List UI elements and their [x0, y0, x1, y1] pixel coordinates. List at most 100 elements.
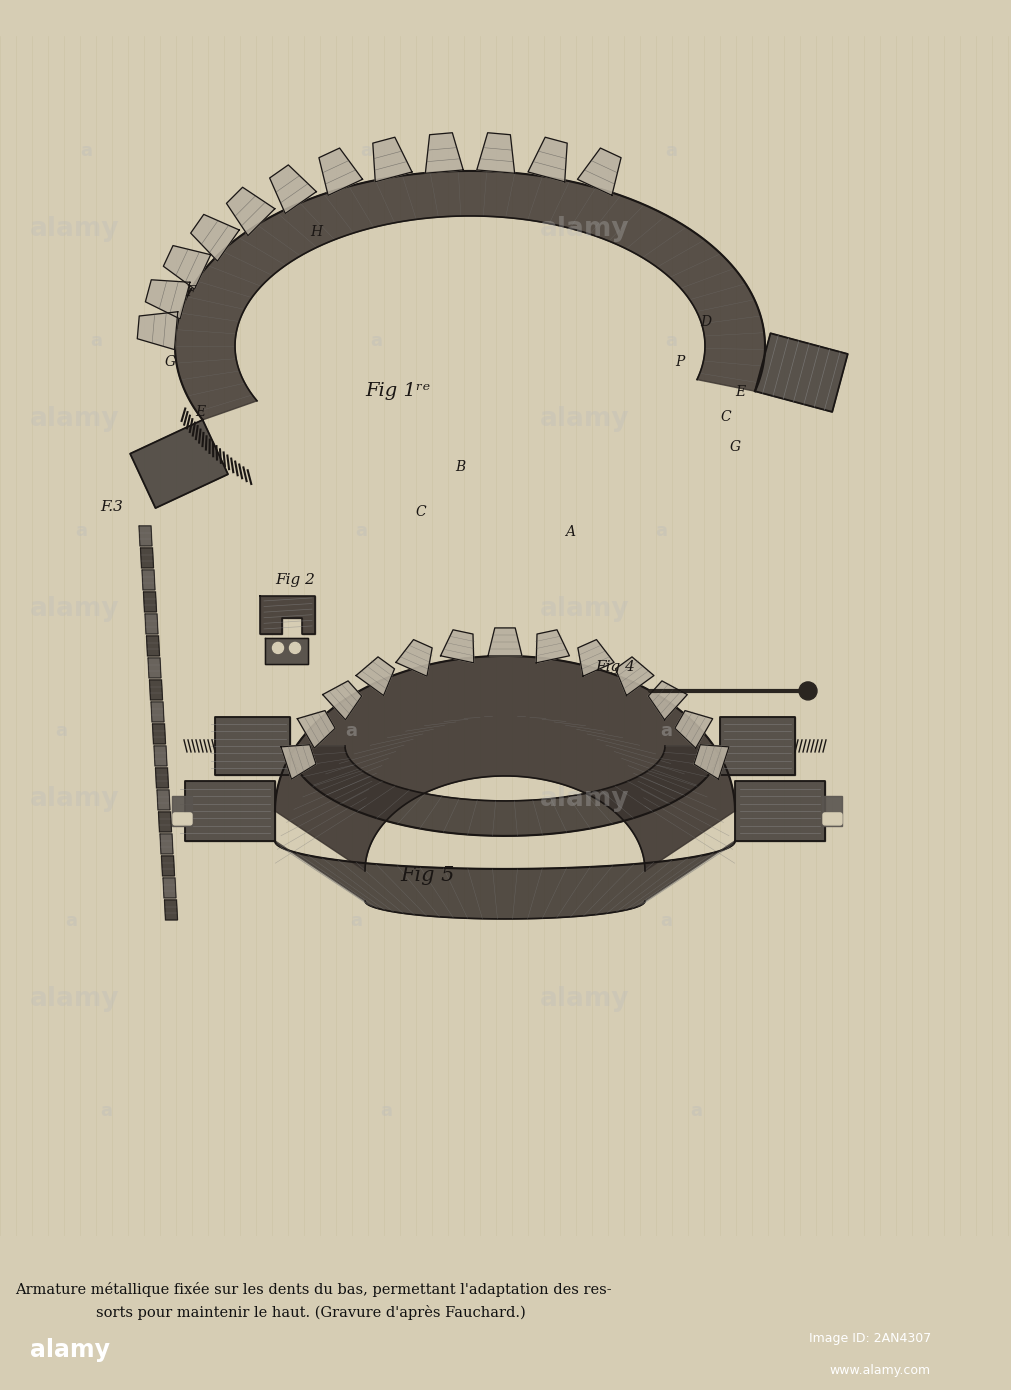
Text: D: D — [700, 316, 711, 329]
Polygon shape — [153, 724, 166, 744]
Polygon shape — [270, 165, 316, 214]
Polygon shape — [477, 132, 515, 174]
FancyBboxPatch shape — [173, 813, 192, 824]
Polygon shape — [290, 746, 720, 835]
Polygon shape — [159, 812, 172, 833]
Text: Fig 5: Fig 5 — [400, 866, 454, 885]
Text: a: a — [370, 332, 382, 350]
Polygon shape — [648, 681, 687, 720]
Polygon shape — [160, 834, 173, 853]
Polygon shape — [297, 710, 336, 748]
Polygon shape — [735, 781, 825, 841]
Bar — [822, 796, 842, 826]
Text: alamy: alamy — [30, 406, 119, 432]
Text: a: a — [380, 1102, 392, 1120]
Text: G: G — [730, 439, 741, 455]
Polygon shape — [164, 246, 210, 289]
Circle shape — [273, 642, 283, 653]
Polygon shape — [185, 781, 275, 841]
Polygon shape — [616, 657, 654, 695]
Text: E: E — [195, 404, 205, 418]
Text: alamy: alamy — [540, 986, 630, 1012]
Text: a: a — [360, 142, 372, 160]
Text: alamy: alamy — [30, 215, 119, 242]
Polygon shape — [148, 657, 161, 678]
Polygon shape — [356, 657, 394, 695]
Polygon shape — [674, 710, 713, 748]
Text: alamy: alamy — [30, 986, 119, 1012]
Polygon shape — [130, 420, 228, 509]
Polygon shape — [275, 656, 735, 872]
Polygon shape — [154, 746, 167, 766]
Text: a: a — [690, 1102, 702, 1120]
Text: a: a — [665, 142, 677, 160]
Polygon shape — [536, 630, 569, 663]
Text: B: B — [455, 460, 465, 474]
Polygon shape — [755, 334, 848, 411]
Polygon shape — [157, 790, 170, 810]
Polygon shape — [260, 596, 315, 634]
Text: a: a — [665, 332, 677, 350]
Text: a: a — [355, 521, 367, 539]
Polygon shape — [488, 628, 522, 656]
Polygon shape — [145, 614, 158, 634]
Text: a: a — [345, 721, 357, 739]
Text: www.alamy.com: www.alamy.com — [829, 1364, 930, 1376]
Text: a: a — [660, 721, 672, 739]
Text: Armature métallique fixée sur les dents du bas, permettant l'adaptation des res-: Armature métallique fixée sur les dents … — [15, 1282, 612, 1297]
Polygon shape — [318, 149, 363, 196]
Text: a: a — [90, 332, 102, 350]
Polygon shape — [147, 635, 160, 656]
Text: alamy: alamy — [30, 785, 119, 812]
Polygon shape — [144, 592, 157, 612]
Text: A: A — [565, 525, 575, 539]
Text: Fig 2: Fig 2 — [275, 573, 314, 587]
Polygon shape — [156, 767, 169, 788]
Text: F.3: F.3 — [100, 500, 123, 514]
Polygon shape — [162, 856, 175, 876]
Text: P: P — [675, 354, 684, 368]
Text: a: a — [65, 912, 77, 930]
Polygon shape — [528, 138, 567, 182]
Polygon shape — [137, 311, 178, 350]
Polygon shape — [323, 681, 362, 720]
Polygon shape — [577, 149, 621, 196]
Text: C: C — [720, 410, 731, 424]
Text: alamy: alamy — [540, 785, 630, 812]
Polygon shape — [720, 717, 795, 774]
Text: alamy: alamy — [30, 596, 119, 621]
Text: Fig 4: Fig 4 — [595, 660, 635, 674]
Text: sorts pour maintenir le haut. (Gravure d'après Fauchard.): sorts pour maintenir le haut. (Gravure d… — [96, 1305, 526, 1320]
Polygon shape — [146, 279, 190, 318]
Text: H: H — [310, 225, 323, 239]
Polygon shape — [141, 548, 154, 569]
Text: Image ID: 2AN4307: Image ID: 2AN4307 — [809, 1332, 931, 1346]
Circle shape — [799, 682, 817, 701]
Text: a: a — [660, 912, 672, 930]
Polygon shape — [265, 638, 308, 664]
Polygon shape — [139, 525, 152, 546]
Polygon shape — [281, 745, 316, 780]
Text: a: a — [100, 1102, 112, 1120]
Polygon shape — [151, 702, 164, 721]
Text: a: a — [75, 521, 87, 539]
Polygon shape — [191, 214, 240, 261]
Polygon shape — [150, 680, 163, 701]
Text: Fig 1ʳᵉ: Fig 1ʳᵉ — [365, 382, 430, 400]
Text: alamy: alamy — [540, 215, 630, 242]
Text: E: E — [735, 385, 745, 399]
Text: G: G — [165, 354, 176, 368]
Text: a: a — [350, 912, 362, 930]
Text: alamy: alamy — [540, 596, 630, 621]
Polygon shape — [175, 171, 765, 420]
Text: C: C — [415, 505, 426, 518]
Polygon shape — [142, 570, 155, 589]
Text: a: a — [655, 521, 667, 539]
Bar — [172, 796, 192, 826]
Text: a: a — [55, 721, 67, 739]
Polygon shape — [578, 639, 614, 677]
Polygon shape — [226, 188, 275, 236]
Text: a: a — [80, 142, 92, 160]
Polygon shape — [396, 639, 432, 677]
Polygon shape — [163, 878, 176, 898]
